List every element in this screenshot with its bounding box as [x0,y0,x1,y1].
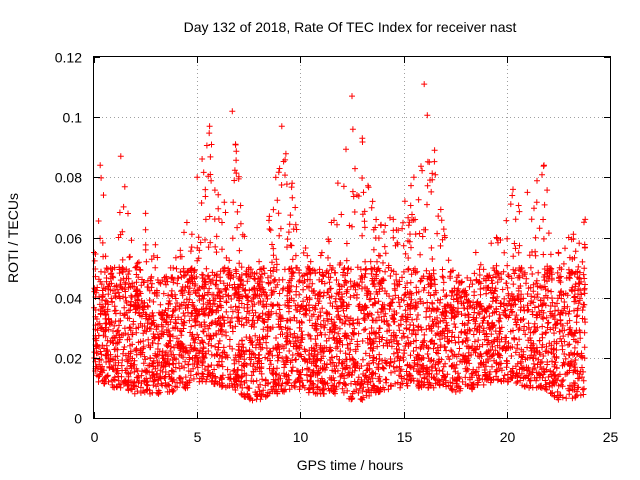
y-tick-label: 0.1 [63,110,83,126]
y-tick-label: 0.04 [55,291,82,307]
data-points [91,81,589,404]
y-axis-label: ROTI / TECUs [5,193,21,283]
x-axis-label: GPS time / hours [297,457,404,473]
x-tick-label: 10 [293,429,309,445]
y-tick-label: 0.12 [55,50,82,66]
chart-title: Day 132 of 2018, Rate Of TEC Index for r… [184,19,517,35]
plot-frame [93,56,611,419]
x-tick-labels: 0 5 10 15 20 25 [91,429,619,445]
roti-plus-markers [91,81,589,404]
y-tick-label: 0.02 [55,351,82,367]
y-tick-label: 0.06 [55,231,82,247]
axis-ticks [94,57,611,419]
x-tick-label: 25 [603,429,619,445]
y-tick-label: 0.08 [55,170,82,186]
x-tick-label: 20 [500,429,516,445]
y-tick-label: 0 [74,411,82,427]
x-tick-label: 0 [91,429,99,445]
y-tick-labels: 0 0.02 0.04 0.06 0.08 0.1 0.12 [55,50,82,427]
x-tick-label: 5 [194,429,202,445]
x-tick-label: 15 [397,429,413,445]
